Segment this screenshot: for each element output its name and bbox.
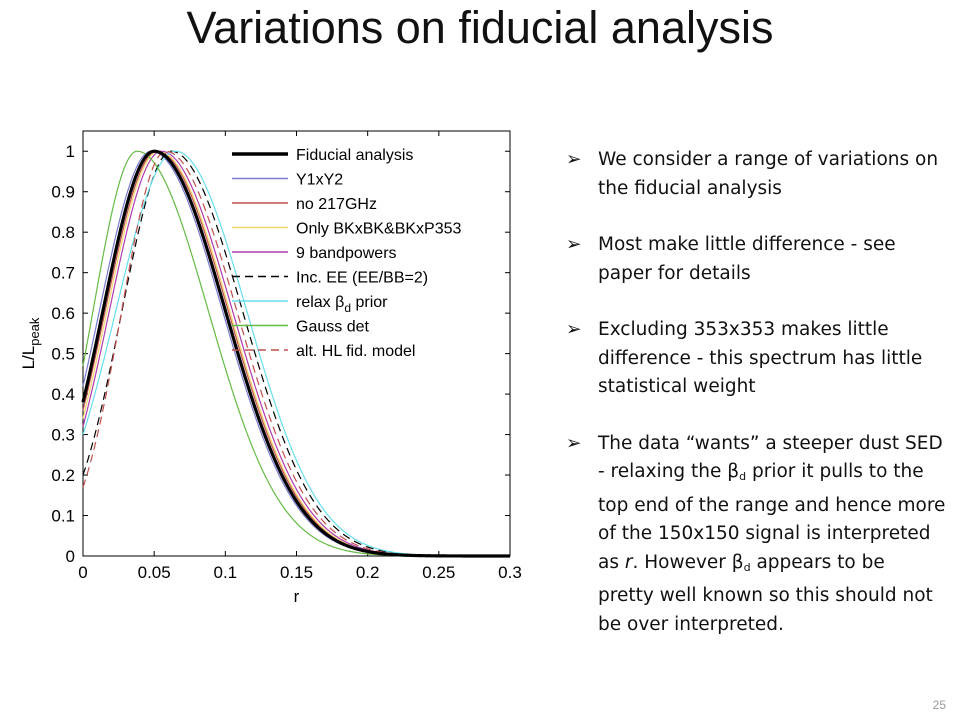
legend-entry-label: Y1xY2 — [296, 172, 343, 189]
legend-entry-label: Only BKxBK&BKxP353 — [296, 221, 462, 238]
y-tick-label: 0.8 — [51, 223, 75, 242]
arrow-bullet-icon: ➢ — [566, 432, 582, 454]
legend-entry-label: relax βd prior — [296, 294, 388, 315]
bullet-text: We consider a range of variations on the… — [598, 149, 939, 199]
bullet-text: Excluding 353x353 makes little differenc… — [598, 319, 923, 397]
plot-frame — [82, 130, 511, 557]
y-tick-label: 0 — [66, 547, 75, 566]
legend-entry-label: no 217GHz — [296, 196, 377, 213]
bullet-item-2: ➢ Most make little difference - see pape… — [566, 231, 946, 288]
y-tick-label: 0.6 — [51, 304, 75, 323]
bullet-item-3: ➢ Excluding 353x353 makes little differe… — [566, 316, 946, 402]
y-tick-label: 0.3 — [51, 426, 75, 445]
y-tick-label: 0.7 — [51, 264, 75, 283]
x-tick-label: 0 — [78, 563, 87, 582]
x-axis-label: r — [294, 587, 300, 606]
bullet-text: The data “wants” a steeper dust SED - re… — [598, 432, 946, 635]
legend-entry-label: Fiducial analysis — [296, 147, 413, 164]
legend-entry-label: alt. HL fid. model — [296, 343, 415, 360]
x-tick-label: 0.15 — [280, 563, 313, 582]
chart-axes: 0 0.05 0.1 0.15 0.2 0.25 0.3 0 0.1 0.2 0.3 0.4 0.5 0.… — [19, 130, 522, 606]
y-tick-label: 0.2 — [51, 466, 75, 485]
slide-title: Variations on fiducial analysis — [186, 2, 774, 53]
y-tick-label: 0.9 — [51, 183, 75, 202]
bullet-text: Most make little difference - see paper … — [598, 234, 896, 284]
x-tick-label: 0.3 — [498, 563, 522, 582]
series-line-9 — [82, 150, 510, 557]
page-number: 25 — [932, 698, 946, 712]
chart-series — [81, 149, 511, 558]
beta-symbol: β — [731, 551, 744, 573]
arrow-bullet-icon: ➢ — [566, 234, 582, 255]
x-tick-label: 0.25 — [422, 563, 455, 582]
chart-legend: Fiducial analysis Y1xY2 no 217GHz Only BKxB… — [232, 147, 462, 360]
series-line-1 — [81, 149, 510, 558]
x-tick-label: 0.2 — [356, 563, 380, 582]
legend-entry-label: 9 bandpowers — [296, 245, 397, 262]
legend-entry-label: Gauss det — [296, 319, 369, 336]
y-tick-label: 0.5 — [51, 345, 75, 364]
legend-entry-label: Inc. EE (EE/BB=2) — [296, 270, 428, 287]
x-tick-label: 0.05 — [138, 563, 171, 582]
arrow-bullet-icon: ➢ — [566, 149, 582, 170]
y-tick-label: 0.4 — [51, 385, 75, 404]
x-tick-label: 0.1 — [214, 563, 238, 582]
bullet-list: ➢ We consider a range of variations on t… — [566, 146, 946, 667]
bullet-item-1: ➢ We consider a range of variations on t… — [566, 146, 946, 203]
y-tick-label: 1 — [66, 142, 75, 161]
arrow-bullet-icon: ➢ — [566, 319, 582, 340]
beta-symbol: β — [727, 461, 740, 482]
y-axis-label: L/Lpeak — [19, 317, 42, 369]
y-tick-label: 0.1 — [51, 507, 75, 526]
bullet-item-4: ➢ The data “wants” a steeper dust SED - … — [566, 430, 946, 640]
